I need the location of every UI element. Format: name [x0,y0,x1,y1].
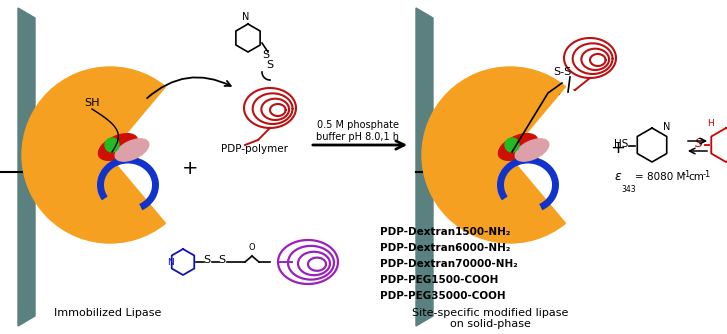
Text: SH: SH [84,98,100,108]
Wedge shape [510,86,600,224]
Text: 0.5 M phosphate: 0.5 M phosphate [317,120,399,130]
Text: PDP-PEG1500-COOH: PDP-PEG1500-COOH [380,275,499,285]
Text: H: H [707,119,715,128]
Wedge shape [110,86,200,224]
Text: S: S [266,60,273,70]
Text: O: O [249,243,255,252]
Text: = 8080 M: = 8080 M [635,172,686,182]
Circle shape [422,67,598,243]
Text: S: S [204,255,211,265]
Ellipse shape [515,139,549,161]
Text: Site-specific modified lipase: Site-specific modified lipase [411,308,569,318]
Text: HS: HS [614,139,628,149]
Text: PDP-polymer: PDP-polymer [222,144,289,154]
Text: N: N [242,12,249,22]
Text: buffer pH 8.0,1 h: buffer pH 8.0,1 h [316,132,400,142]
Text: S: S [262,50,270,60]
Text: Immobilized Lipase: Immobilized Lipase [55,308,161,318]
Text: -1: -1 [703,170,711,179]
Ellipse shape [98,134,137,160]
Text: 343: 343 [621,185,635,194]
Polygon shape [416,8,433,326]
Polygon shape [18,8,35,326]
Text: cm: cm [688,172,704,182]
Ellipse shape [116,139,149,161]
Text: S: S [218,255,225,265]
Text: on solid-phase: on solid-phase [449,319,531,329]
Circle shape [505,138,519,152]
Text: PDP-Dextran1500-NH₂: PDP-Dextran1500-NH₂ [380,227,510,237]
Text: +: + [182,159,198,177]
Text: $\varepsilon$: $\varepsilon$ [614,170,622,183]
Text: PDP-Dextran70000-NH₂: PDP-Dextran70000-NH₂ [380,259,518,269]
Text: S: S [695,137,703,150]
Text: S-S: S-S [553,67,571,77]
Text: PDP-PEG35000-COOH: PDP-PEG35000-COOH [380,291,505,301]
Text: -1: -1 [683,170,691,179]
Text: +: + [611,139,625,157]
Circle shape [105,138,119,152]
Text: N: N [663,123,670,133]
Text: PDP-Dextran6000-NH₂: PDP-Dextran6000-NH₂ [380,243,510,253]
Circle shape [22,67,198,243]
Text: N: N [168,258,174,267]
Ellipse shape [499,134,537,160]
